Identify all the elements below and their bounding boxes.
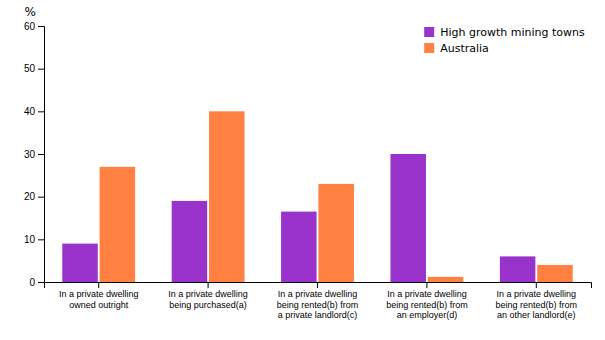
tick-label-line: In a private dwelling xyxy=(59,289,139,299)
tick-label-line: an employer(d) xyxy=(397,310,458,320)
tick-label: In a private dwellingbeing purchased(a) xyxy=(168,289,248,309)
tick-mark xyxy=(38,239,44,240)
bar xyxy=(281,212,316,282)
bar-series xyxy=(100,111,573,282)
tick: 50 xyxy=(24,63,44,74)
bar xyxy=(62,244,97,282)
tick: 40 xyxy=(24,106,44,117)
legend-label: Australia xyxy=(440,42,489,55)
tick-mark xyxy=(317,282,318,288)
tick-mark xyxy=(38,69,44,70)
legend-swatch xyxy=(424,27,434,37)
tick-label-line: In a private dwelling xyxy=(168,289,248,299)
tick-label-line: owned outright xyxy=(69,300,129,310)
tick-label-line: a private landlord(c) xyxy=(278,310,358,320)
tick-label-line: being rented(b) from xyxy=(386,300,468,310)
tick-label: 0 xyxy=(29,277,35,288)
tick-label: 30 xyxy=(24,149,36,160)
tick: 20 xyxy=(24,191,44,202)
tick: 10 xyxy=(24,234,44,245)
tick-label: In a private dwellingbeing rented(b) fro… xyxy=(386,289,468,320)
tick-mark xyxy=(38,111,44,112)
x-axis: In a private dwellingowned outrightIn a … xyxy=(45,282,592,320)
tick-label: In a private dwellingowned outright xyxy=(59,289,139,309)
tick: In a private dwellingbeing rented(b) fro… xyxy=(496,282,578,320)
tick-mark xyxy=(38,26,44,27)
tick-mark xyxy=(536,282,537,288)
tick-label-line: an other landlord(e) xyxy=(497,310,576,320)
bars xyxy=(62,111,572,282)
legend: High growth mining towns Australia xyxy=(424,26,585,55)
bar xyxy=(428,277,463,282)
tick-label: 50 xyxy=(24,63,36,74)
tick-label-line: being rented(b) from xyxy=(277,300,359,310)
bar xyxy=(537,265,572,282)
legend-swatch xyxy=(424,43,434,53)
plot: 0102030405060In a private dwellingowned … xyxy=(24,21,592,320)
tick: In a private dwellingbeing rented(b) fro… xyxy=(277,282,359,320)
chart: 0102030405060In a private dwellingowned … xyxy=(0,0,605,340)
tick-label-line: being purchased(a) xyxy=(169,300,247,310)
tick-label-line: being rented(b) from xyxy=(496,300,578,310)
bar xyxy=(318,184,353,282)
tick-mark xyxy=(38,197,44,198)
tick-label: 40 xyxy=(24,106,36,117)
bar xyxy=(172,201,207,282)
bar xyxy=(500,256,535,282)
tick-label-line: In a private dwelling xyxy=(497,289,577,299)
tick-label: 20 xyxy=(24,191,36,202)
tick-label: In a private dwellingbeing rented(b) fro… xyxy=(496,289,578,320)
bar-series xyxy=(62,154,535,282)
tick: 60 xyxy=(24,21,44,32)
tick: In a private dwellingbeing purchased(a) xyxy=(168,282,248,310)
tick-label-line: In a private dwelling xyxy=(278,289,358,299)
tick-label: 10 xyxy=(24,234,36,245)
bar xyxy=(100,167,135,282)
tick-mark xyxy=(98,282,99,288)
tick-mark xyxy=(38,282,44,283)
tick-mark xyxy=(426,282,427,288)
y-axis-title: % xyxy=(25,5,36,19)
bar xyxy=(209,111,244,282)
tick: In a private dwellingowned outright xyxy=(59,282,139,310)
axis-line xyxy=(38,27,45,283)
tick-label: In a private dwellingbeing rented(b) fro… xyxy=(277,289,359,320)
tick: 30 xyxy=(24,149,44,160)
bar xyxy=(390,154,425,282)
tick-mark xyxy=(38,154,44,155)
legend-item: High growth mining towns xyxy=(424,26,585,39)
axis-line xyxy=(45,283,592,289)
y-axis: 0 10 20 30 40 50 60 xyxy=(24,21,45,288)
tick-label: 60 xyxy=(24,21,36,32)
tick: In a private dwellingbeing rented(b) fro… xyxy=(386,282,468,320)
tick-label-line: In a private dwelling xyxy=(387,289,467,299)
tick: 0 xyxy=(29,277,44,288)
legend-label: High growth mining towns xyxy=(440,26,585,39)
legend-item: Australia xyxy=(424,42,489,55)
tick-mark xyxy=(208,282,209,288)
